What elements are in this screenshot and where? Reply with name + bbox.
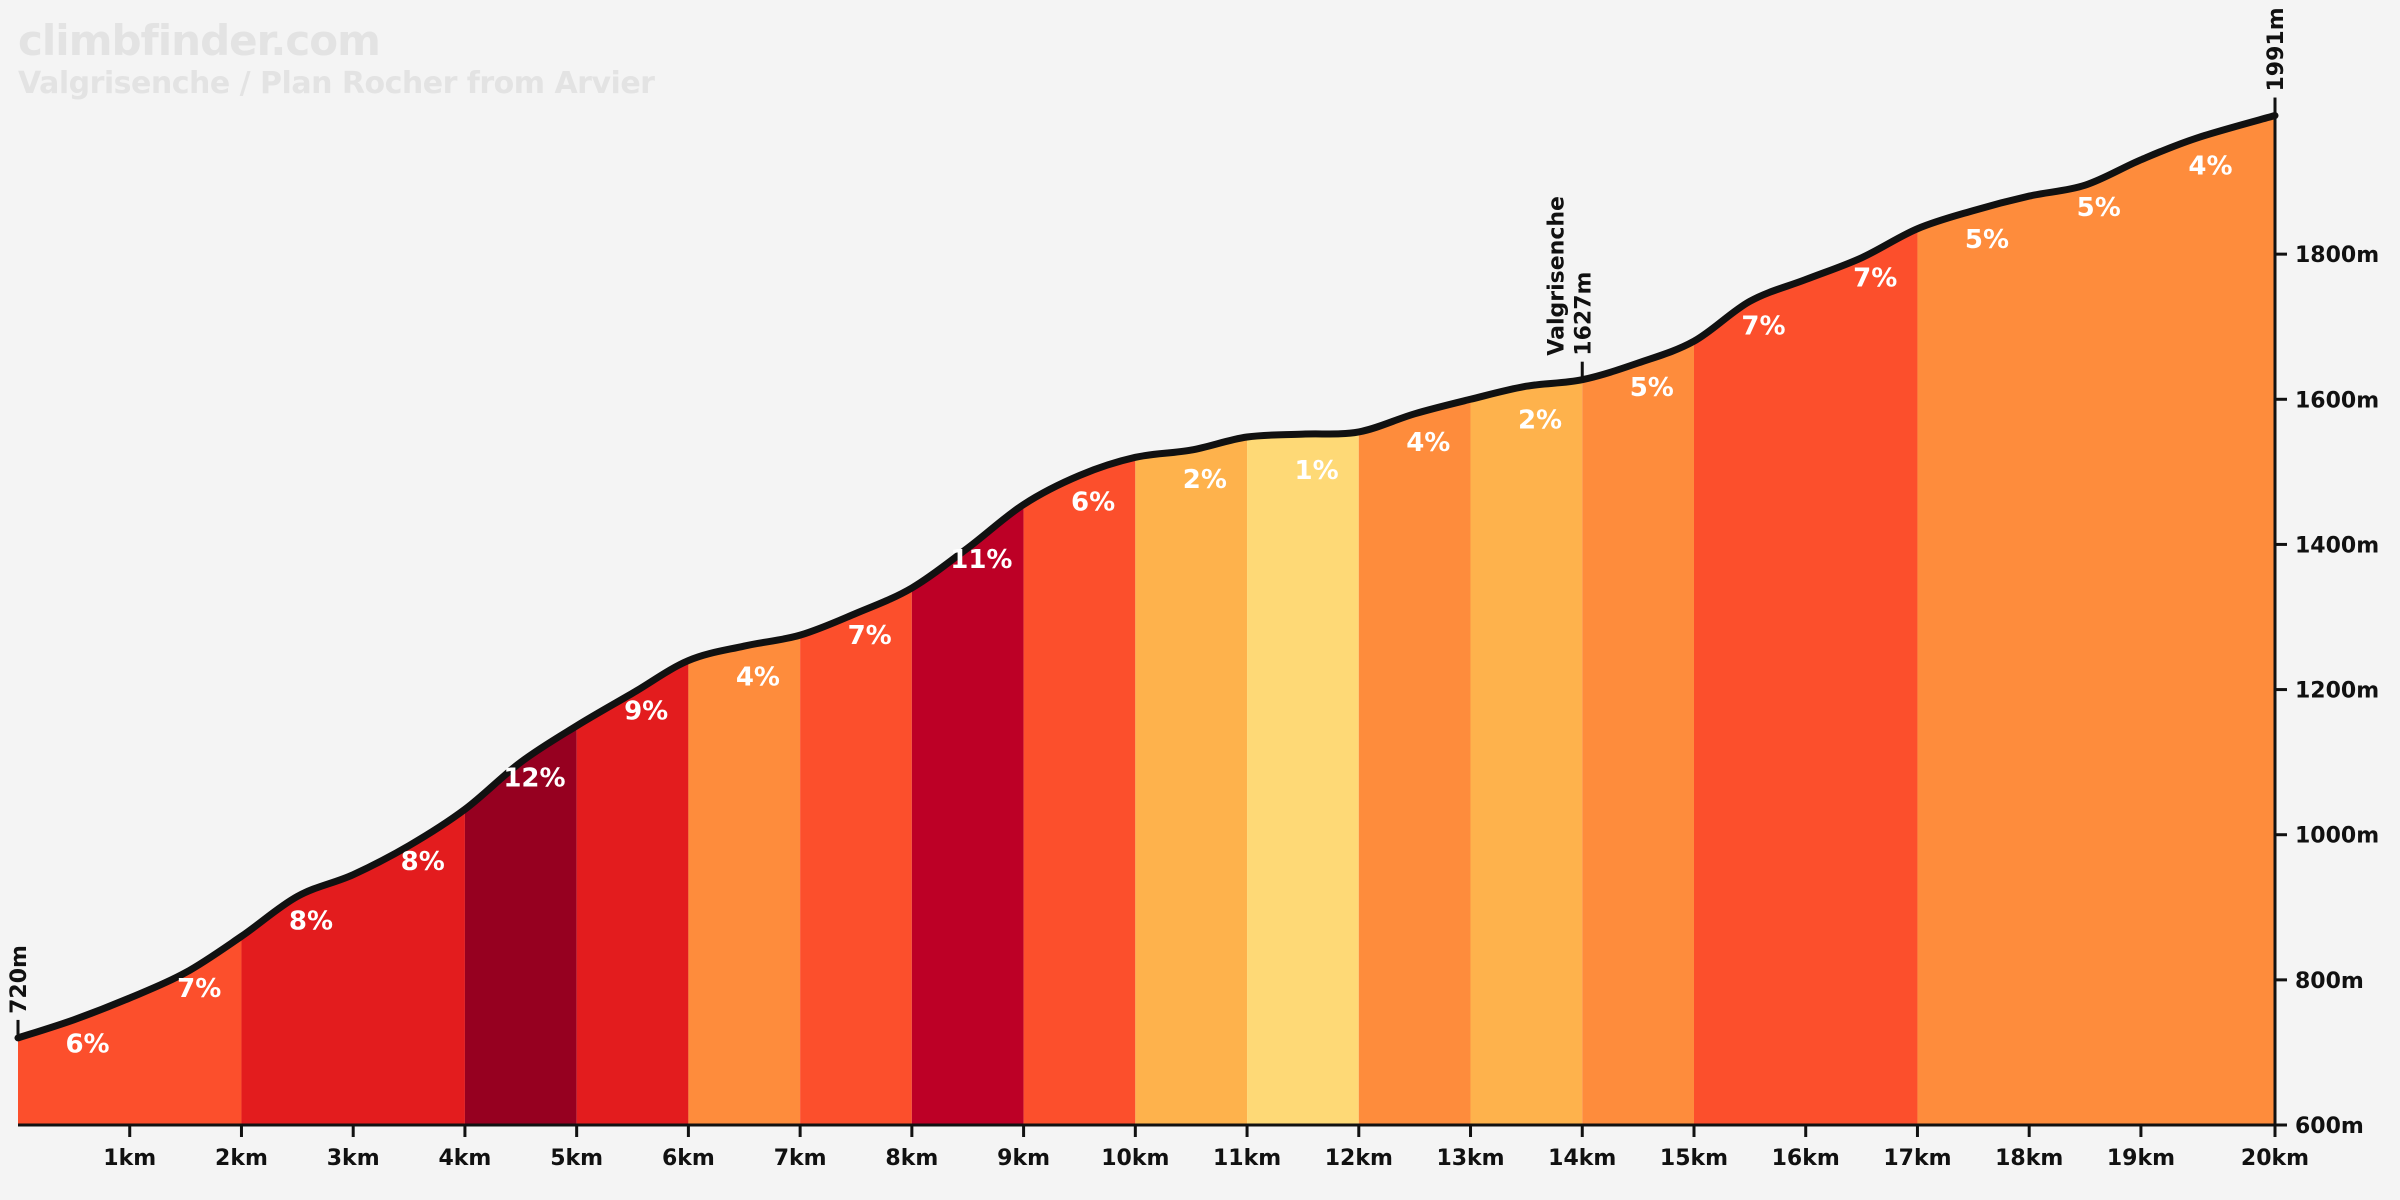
x-tick-label: 7km xyxy=(774,1146,827,1171)
x-tick-label: 2km xyxy=(215,1146,268,1171)
x-tick-label: 1km xyxy=(103,1146,156,1171)
gradient-label: 5% xyxy=(2077,193,2121,223)
x-tick-label: 14km xyxy=(1548,1146,1616,1171)
gradient-segment xyxy=(688,115,801,1125)
gradient-label: 7% xyxy=(848,621,892,651)
y-tick-label: 1000m xyxy=(2295,824,2379,849)
gradient-label: 1% xyxy=(1295,456,1339,486)
y-tick-label: 1800m xyxy=(2295,243,2379,268)
gradient-label: 8% xyxy=(401,847,445,877)
elevation-annotation: 720m xyxy=(7,945,32,1038)
gradient-segment xyxy=(464,115,577,1125)
brand-logo: climbfinder.com xyxy=(18,16,381,65)
x-tick-label: 16km xyxy=(1772,1146,1840,1171)
gradient-label: 5% xyxy=(1630,373,1674,403)
gradient-segment xyxy=(1247,115,1359,1125)
chart-title: Valgrisenche / Plan Rocher from Arvier xyxy=(18,66,655,101)
x-tick-label: 9km xyxy=(997,1146,1050,1171)
gradient-label: 4% xyxy=(2188,151,2232,181)
profile-line xyxy=(14,112,2279,1042)
gradient-segment xyxy=(241,115,465,1125)
x-tick-label: 20km xyxy=(2241,1146,2309,1171)
gradient-segment xyxy=(1582,115,1694,1125)
x-tick-label: 8km xyxy=(885,1146,938,1171)
gradient-label: 2% xyxy=(1518,405,1562,435)
x-tick-label: 19km xyxy=(2107,1146,2175,1171)
y-tick-label: 1200m xyxy=(2295,679,2379,704)
x-tick-label: 4km xyxy=(438,1146,491,1171)
annotation-text: 720m xyxy=(7,945,32,1014)
gradient-segment xyxy=(1358,115,1471,1125)
x-tick-label: 17km xyxy=(1883,1146,1951,1171)
annotation-text: 1991m xyxy=(2264,7,2289,91)
gradient-label: 6% xyxy=(65,1030,109,1060)
gradient-label: 5% xyxy=(1965,225,2009,255)
x-tick-label: 10km xyxy=(1101,1146,1169,1171)
x-tick-label: 5km xyxy=(550,1146,603,1171)
gradient-segment xyxy=(1135,115,1248,1125)
gradient-segment xyxy=(800,115,912,1125)
gradient-segment xyxy=(1470,115,1583,1125)
x-tick-label: 6km xyxy=(662,1146,715,1171)
gradient-label: 9% xyxy=(624,697,668,727)
elevation-annotation: 1991m xyxy=(2264,7,2289,116)
gradient-label: 4% xyxy=(1406,428,1450,458)
x-tick-label: 15km xyxy=(1660,1146,1728,1171)
gradient-segment xyxy=(1693,115,1918,1125)
gradient-label: 7% xyxy=(1853,263,1897,293)
gradient-label: 11% xyxy=(950,545,1012,575)
gradient-label: 6% xyxy=(1071,488,1115,518)
x-tick-label: 11km xyxy=(1213,1146,1281,1171)
x-tick-label: 13km xyxy=(1436,1146,1504,1171)
y-tick-label: 1600m xyxy=(2295,388,2379,413)
x-tick-label: 18km xyxy=(1995,1146,2063,1171)
y-tick-label: 600m xyxy=(2295,1114,2364,1139)
gradient-label: 4% xyxy=(736,662,780,692)
y-tick-label: 1400m xyxy=(2295,533,2379,558)
gradient-label: 8% xyxy=(289,906,333,936)
gradient-label: 7% xyxy=(177,974,221,1004)
x-tick-label: 12km xyxy=(1325,1146,1393,1171)
gradient-label: 7% xyxy=(1741,311,1785,341)
gradient-segment xyxy=(1917,115,2275,1125)
x-tick-label: 3km xyxy=(327,1146,380,1171)
gradient-segment xyxy=(1023,115,1136,1125)
y-tick-label: 800m xyxy=(2295,969,2364,994)
gradient-label: 12% xyxy=(503,763,565,793)
annotation-text: 1627m xyxy=(1571,272,1596,356)
elevation-annotation: Valgrisenche 1627m xyxy=(1544,196,1596,380)
annotation-text: Valgrisenche xyxy=(1544,196,1569,356)
gradient-segment xyxy=(576,115,689,1125)
gradient-label: 2% xyxy=(1183,465,1227,495)
